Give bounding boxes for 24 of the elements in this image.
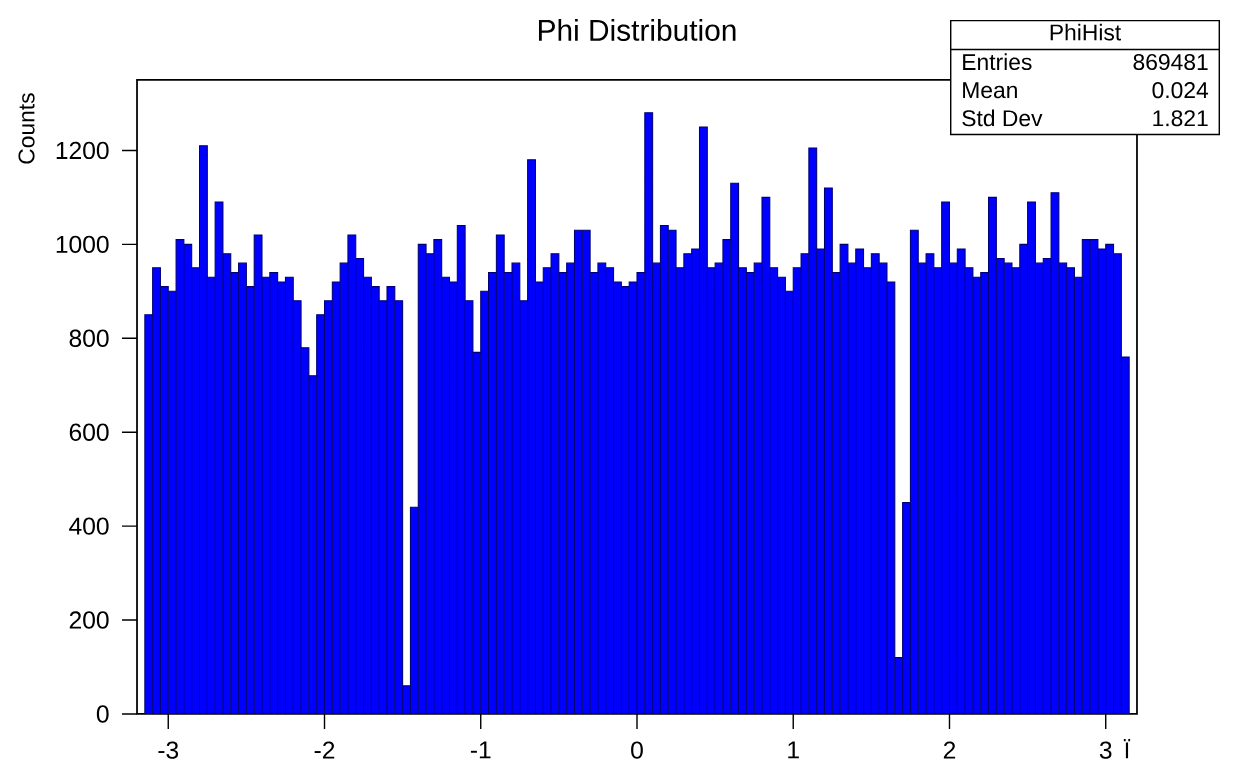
y-tick-label: 0 — [96, 705, 109, 723]
y-axis-title: Counts — [18, 93, 35, 164]
y-tick-label: 400 — [69, 517, 109, 535]
annotation: Mean — [963, 82, 1017, 99]
y-tick-label: 1000 — [56, 235, 109, 254]
x-axis-title: Ï — [1123, 739, 1131, 759]
y-tick-label: 1200 — [56, 141, 109, 160]
text: PhiHist — [1050, 23, 1121, 41]
annotation: Std Dev — [962, 109, 1043, 127]
y-tick-label: 800 — [69, 329, 109, 347]
text: Entries — [963, 53, 1032, 71]
x-tick-label: -3 — [158, 741, 179, 759]
x-tick-label: 2 — [943, 741, 956, 759]
y-tick-label: 600 — [69, 423, 109, 441]
text: 0.024 — [1152, 82, 1209, 99]
x-tick-label: 3 — [1099, 741, 1112, 759]
x-tick-label: 0 — [631, 741, 643, 759]
x-tick-label: 1 — [788, 741, 799, 759]
text: 1.821 — [1153, 110, 1208, 127]
chart-title: Phi Distribution — [538, 19, 736, 41]
x-tick-label: -2 — [314, 741, 335, 759]
x-tick-label: -1 — [470, 741, 491, 759]
y-tick-label: 200 — [69, 611, 109, 629]
text: 869481 — [1133, 53, 1208, 71]
